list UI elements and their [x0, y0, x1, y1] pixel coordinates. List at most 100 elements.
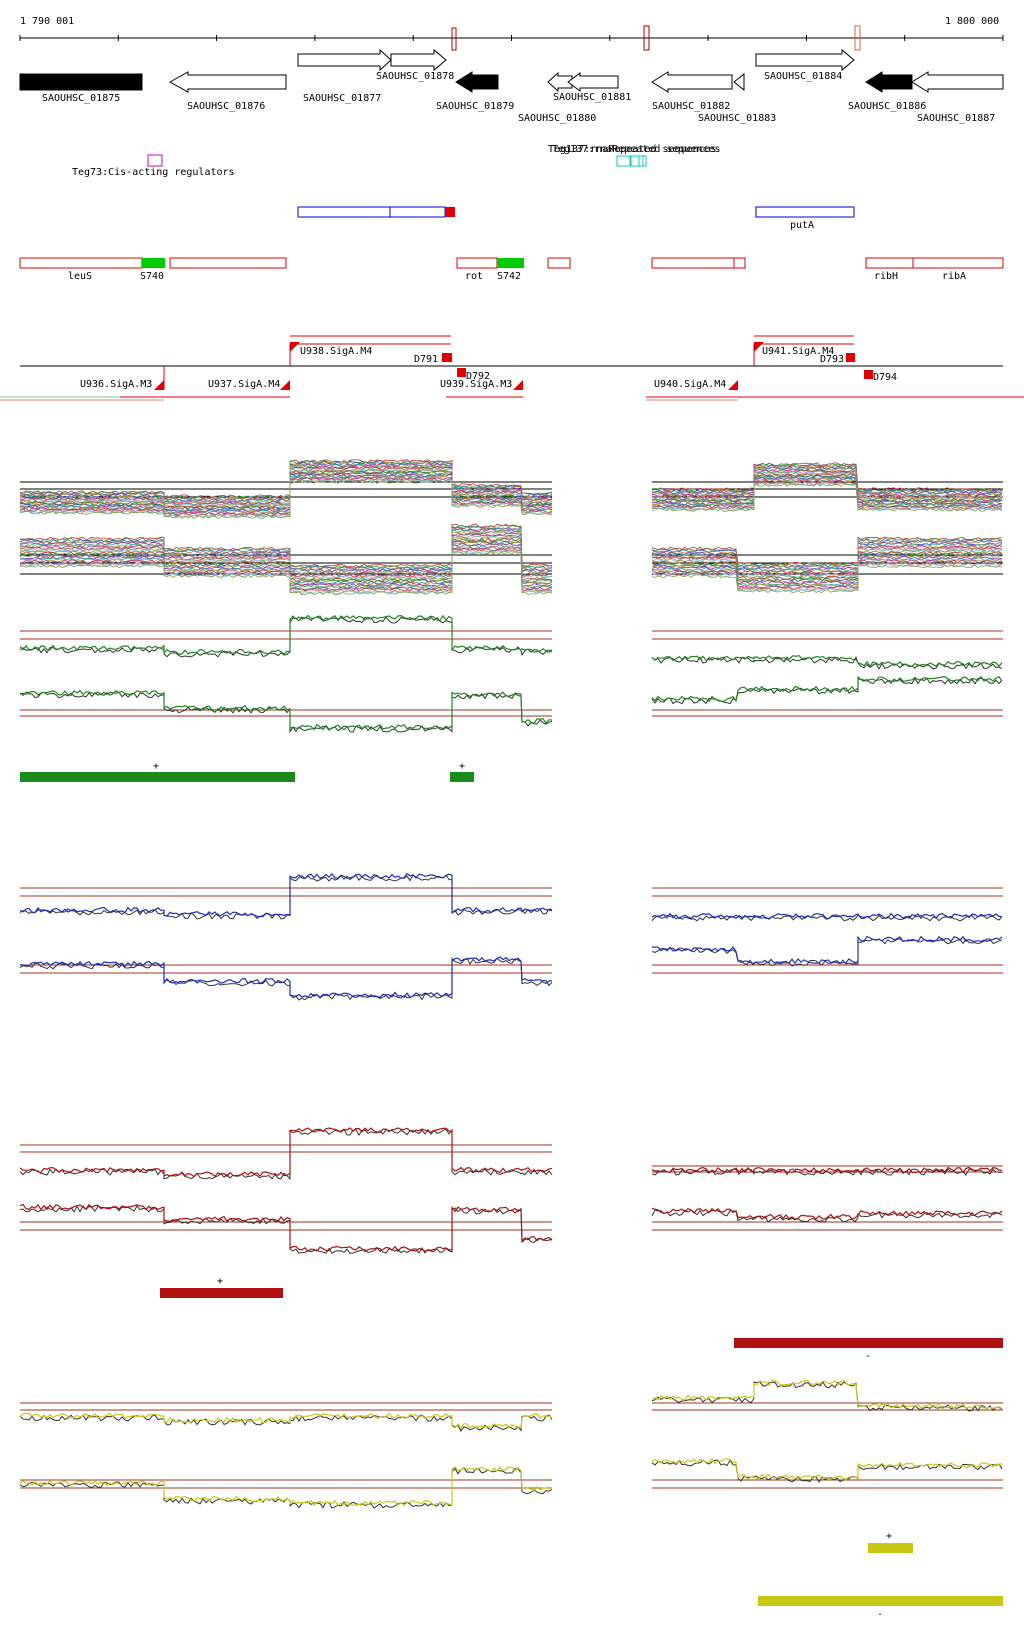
profile-line [19, 542, 553, 587]
profile-line [19, 551, 553, 596]
blue-feature-box[interactable] [297, 206, 391, 218]
profile-line [651, 563, 1003, 592]
yellow-segment-bar[interactable] [868, 1543, 913, 1553]
profile-line [651, 1379, 1003, 1410]
gene-arrow[interactable] [911, 71, 1004, 93]
feature-box[interactable] [733, 257, 746, 269]
terminator-block[interactable] [846, 353, 855, 362]
repeat-box[interactable] [642, 155, 647, 167]
gene-arrow[interactable] [865, 71, 913, 93]
profile-line [19, 874, 553, 920]
gene-arrow[interactable] [567, 72, 619, 92]
red-segment-bar[interactable] [160, 1288, 283, 1298]
blue-feature-box[interactable] [389, 206, 446, 218]
profile-line [19, 1414, 553, 1432]
profile-panel [19, 1402, 553, 1509]
profile-line [19, 539, 553, 584]
leus-box[interactable] [19, 257, 143, 269]
gene-saouhsc-01887[interactable]: SAOUHSC_01887 [911, 71, 1004, 124]
green-segment-bar[interactable] [450, 772, 474, 782]
gene-arrow[interactable] [755, 48, 855, 72]
promoter-flag[interactable] [290, 342, 300, 352]
repeats-label: Teg137:rnaRepeated sequences [548, 144, 717, 155]
gene-arrow[interactable] [168, 71, 287, 93]
blue-feature-track: putA [297, 206, 855, 231]
s742-box[interactable] [497, 258, 524, 268]
promoter-flag[interactable] [280, 380, 290, 390]
gene-label: SAOUHSC_01879 [436, 101, 514, 112]
profile-line [651, 464, 1003, 493]
gene-saouhsc-01884[interactable]: SAOUHSC_01884 [755, 48, 855, 82]
red-block[interactable] [445, 207, 455, 217]
ruler-marker[interactable] [854, 25, 861, 51]
promoter-flag[interactable] [728, 380, 738, 390]
gene-saouhsc-01879[interactable]: SAOUHSC_01879 [436, 71, 514, 112]
profile-line [651, 1209, 1003, 1223]
ribh-box[interactable] [865, 257, 914, 269]
profile-line [651, 473, 1003, 503]
gene-saouhsc-01875[interactable]: SAOUHSC_01875 [19, 73, 143, 104]
rot-box[interactable] [456, 257, 498, 269]
gene-saouhsc-01878[interactable]: SAOUHSC_01878 [376, 48, 454, 82]
profile-line [651, 480, 1003, 510]
gene-saouhsc-01882[interactable]: SAOUHSC_01882 [651, 71, 733, 112]
segment-sign: - [877, 1609, 883, 1620]
gene-arrow[interactable] [19, 73, 143, 91]
feature-box[interactable] [547, 257, 571, 269]
gene-saouhsc-01883[interactable]: SAOUHSC_01883 [698, 72, 776, 124]
gene-label: SAOUHSC_01880 [518, 113, 596, 124]
gene-arrow[interactable] [733, 72, 745, 92]
repeat-box[interactable] [616, 155, 632, 167]
profile-line [651, 558, 1003, 587]
riba-label: ribA [942, 271, 966, 282]
green-segment-bar[interactable] [20, 772, 295, 782]
profile-panel [651, 630, 1003, 717]
regulator-track: Teg73:Cis-acting regulators Teg137:rnaRe… [72, 144, 721, 178]
gene-label: SAOUHSC_01877 [303, 93, 381, 104]
terminator-label: D794 [873, 372, 897, 383]
profile-panel [651, 462, 1003, 593]
cis-regulator-box[interactable] [147, 154, 163, 167]
terminator-block[interactable] [442, 353, 452, 362]
profile-line [19, 956, 553, 999]
terminator-label: D793 [820, 354, 844, 365]
gene-saouhsc-01877[interactable]: SAOUHSC_01877 [297, 48, 392, 104]
repeat-box[interactable] [638, 155, 644, 167]
puta-box[interactable] [755, 206, 855, 218]
promoter-flag[interactable] [754, 342, 764, 352]
gene-saouhsc-01886[interactable]: SAOUHSC_01886 [848, 71, 926, 112]
profile-line [651, 482, 1003, 512]
ruler-marker[interactable] [643, 25, 650, 51]
profile-line [19, 526, 553, 570]
feature-box[interactable] [169, 257, 287, 269]
feature-box[interactable] [651, 257, 735, 269]
terminator-block[interactable] [457, 368, 466, 377]
gene-arrow[interactable] [455, 71, 499, 93]
yellow-segment-bar[interactable] [758, 1596, 1003, 1606]
profile-line [651, 1457, 1003, 1481]
segment-sign: - [865, 1351, 871, 1362]
red-segment-bar[interactable] [734, 1338, 1003, 1348]
terminator-block[interactable] [864, 370, 873, 379]
rot-label: rot [465, 271, 483, 282]
ruler-marker[interactable] [451, 27, 457, 51]
promoter-flag[interactable] [154, 380, 164, 390]
expression-profiles [19, 459, 1003, 1509]
riba-box[interactable] [912, 257, 1004, 269]
profile-panel [651, 1379, 1003, 1489]
promoter-flag[interactable] [513, 380, 523, 390]
terminator-label: D792 [466, 371, 490, 382]
gene-arrow[interactable] [297, 48, 392, 72]
gene-saouhsc-01881[interactable]: SAOUHSC_01881 [553, 72, 631, 103]
gene-arrow[interactable] [651, 71, 733, 93]
profile-line [19, 1466, 553, 1507]
profile-panel [19, 459, 553, 596]
profile-line [651, 476, 1003, 506]
gene-saouhsc-01876[interactable]: SAOUHSC_01876 [168, 71, 287, 112]
profile-panel [651, 1165, 1003, 1231]
gene-arrow[interactable] [390, 48, 447, 72]
promoter-label: U939.SigA.M3 [440, 379, 512, 390]
profile-panel [19, 872, 553, 1001]
s740-box[interactable] [142, 258, 165, 268]
